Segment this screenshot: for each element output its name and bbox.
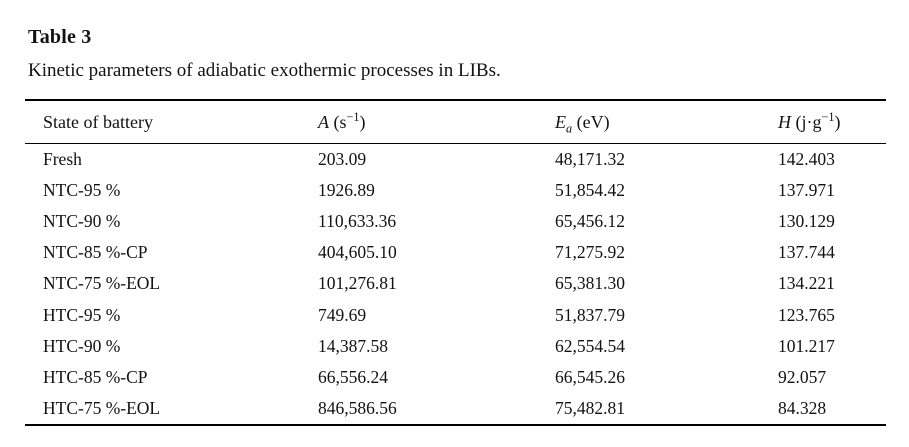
cell-state: NTC-75 %-EOL bbox=[43, 273, 161, 294]
symbol-A: A bbox=[318, 111, 329, 132]
cell-H: 84.328 bbox=[778, 397, 827, 418]
cell-A: 1926.89 bbox=[318, 180, 375, 201]
cell-H: 142.403 bbox=[778, 149, 835, 170]
cell-Ea: 48,171.32 bbox=[555, 149, 625, 170]
unit-post: ) bbox=[359, 111, 366, 132]
cell-A: 101,276.81 bbox=[318, 273, 397, 294]
unit-pre: (eV) bbox=[572, 111, 610, 132]
cell-state: HTC-75 %-EOL bbox=[43, 397, 161, 418]
cell-state: NTC-85 %-CP bbox=[43, 242, 148, 263]
table-row: HTC-85 %-CP 66,556.24 66,545.26 92.057 bbox=[25, 362, 886, 393]
column-header-label: State of battery bbox=[43, 111, 153, 132]
cell-H: 92.057 bbox=[778, 366, 827, 387]
cell-Ea: 71,275.92 bbox=[555, 242, 625, 263]
cell-H: 137.971 bbox=[778, 180, 835, 201]
cell-A: 846,586.56 bbox=[318, 397, 397, 418]
cell-Ea: 65,381.30 bbox=[555, 273, 625, 294]
symbol-E: E bbox=[555, 111, 566, 132]
header-row: State of battery A (s−1) Ea (eV) H (j·g−… bbox=[25, 100, 886, 144]
unit-pre: (j·g bbox=[791, 111, 822, 132]
unit-superscript: −1 bbox=[821, 109, 835, 124]
cell-Ea: 66,545.26 bbox=[555, 366, 625, 387]
table-row: Fresh 203.09 48,171.32 142.403 bbox=[25, 144, 886, 176]
table-row: NTC-75 %-EOL 101,276.81 65,381.30 134.22… bbox=[25, 268, 886, 299]
column-header-state-of-battery: State of battery bbox=[25, 100, 318, 144]
cell-Ea: 62,554.54 bbox=[555, 335, 625, 356]
table-caption: Kinetic parameters of adiabatic exotherm… bbox=[28, 60, 501, 81]
cell-state: HTC-90 % bbox=[43, 335, 121, 356]
cell-state: HTC-95 % bbox=[43, 304, 121, 325]
cell-state: NTC-95 % bbox=[43, 180, 121, 201]
cell-H: 134.221 bbox=[778, 273, 835, 294]
table-row: HTC-90 % 14,387.58 62,554.54 101.217 bbox=[25, 331, 886, 362]
cell-state: Fresh bbox=[43, 149, 82, 170]
table-row: NTC-90 % 110,633.36 65,456.12 130.129 bbox=[25, 206, 886, 237]
cell-Ea: 75,482.81 bbox=[555, 397, 625, 418]
unit-post: ) bbox=[834, 111, 841, 132]
cell-state: NTC-90 % bbox=[43, 211, 121, 232]
cell-A: 203.09 bbox=[318, 149, 367, 170]
cell-Ea: 51,854.42 bbox=[555, 180, 625, 201]
cell-H: 101.217 bbox=[778, 335, 835, 356]
cell-A: 14,387.58 bbox=[318, 335, 388, 356]
table-row: NTC-85 %-CP 404,605.10 71,275.92 137.744 bbox=[25, 237, 886, 268]
cell-Ea: 51,837.79 bbox=[555, 304, 625, 325]
column-header-H: H (j·g−1) bbox=[778, 100, 886, 144]
cell-A: 404,605.10 bbox=[318, 242, 397, 263]
table-row: NTC-95 % 1926.89 51,854.42 137.971 bbox=[25, 175, 886, 206]
table-title: Table 3 bbox=[28, 26, 92, 48]
column-header-A: A (s−1) bbox=[318, 100, 555, 144]
cell-state: HTC-85 %-CP bbox=[43, 366, 148, 387]
table-row: HTC-75 %-EOL 846,586.56 75,482.81 84.328 bbox=[25, 393, 886, 425]
cell-H: 137.744 bbox=[778, 242, 835, 263]
symbol-H: H bbox=[778, 111, 791, 132]
table-row: HTC-95 % 749.69 51,837.79 123.765 bbox=[25, 299, 886, 330]
kinetic-parameters-table: State of battery A (s−1) Ea (eV) H (j·g−… bbox=[25, 99, 886, 426]
cell-H: 123.765 bbox=[778, 304, 835, 325]
unit-pre: (s bbox=[329, 111, 347, 132]
symbol-subscript: a bbox=[566, 121, 573, 136]
column-header-Ea: Ea (eV) bbox=[555, 100, 778, 144]
cell-A: 110,633.36 bbox=[318, 211, 397, 232]
unit-superscript: −1 bbox=[346, 109, 360, 124]
cell-A: 66,556.24 bbox=[318, 366, 388, 387]
cell-Ea: 65,456.12 bbox=[555, 211, 625, 232]
cell-H: 130.129 bbox=[778, 211, 835, 232]
cell-A: 749.69 bbox=[318, 304, 367, 325]
